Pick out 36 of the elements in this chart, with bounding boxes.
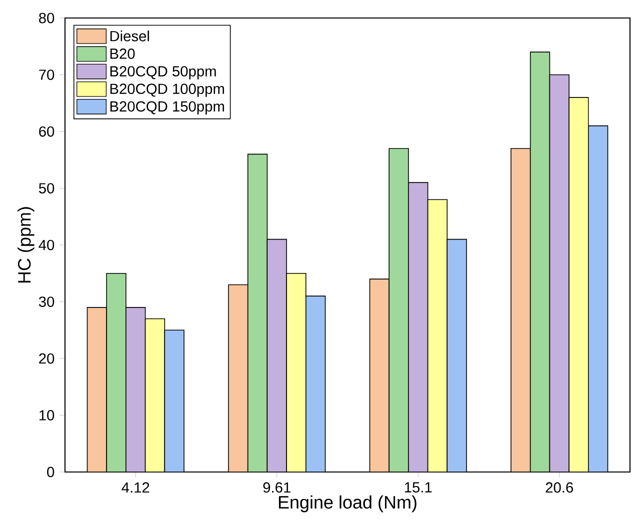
bar: [549, 74, 570, 472]
bar: [588, 125, 608, 472]
y-tick-label: 60: [39, 126, 54, 137]
legend-label: Diesel: [110, 30, 149, 42]
y-axis-title: HC (ppm): [18, 207, 34, 283]
legend-label: B20CQD 100ppm: [110, 84, 224, 97]
bar: [86, 307, 107, 472]
x-tick-label: 4.12: [122, 482, 150, 493]
y-tick-label: 70: [39, 70, 54, 80]
legend-label: B20: [110, 48, 135, 59]
x-tick-label: 9.61: [263, 482, 290, 493]
x-tick-label: 15.1: [404, 482, 432, 493]
x-tick-label: 20.6: [546, 482, 573, 493]
y-tick-label: 30: [38, 296, 54, 307]
bar: [510, 148, 531, 472]
bar: [266, 238, 287, 472]
legend-label: B20CQD 150ppm: [110, 101, 224, 115]
y-tick-label: 40: [38, 240, 54, 250]
bar: [446, 238, 467, 472]
bar: [388, 148, 409, 472]
y-tick-label: 0: [47, 466, 54, 478]
bar: [106, 272, 126, 472]
bar: [369, 278, 390, 472]
bar: [228, 284, 248, 472]
legend-label: B20CQD 50ppm: [110, 66, 216, 80]
y-tick-label: 80: [39, 12, 54, 24]
bar: [126, 307, 146, 472]
bar: [247, 154, 268, 472]
y-tick-label: 10: [39, 410, 54, 420]
y-tick-label: 20: [39, 353, 54, 364]
bar: [408, 182, 428, 472]
bar: [530, 52, 550, 472]
bar: [164, 330, 184, 472]
x-axis-title: Engine load (Nm): [278, 495, 416, 512]
y-tick-label: 50: [38, 183, 54, 194]
bar: [306, 296, 326, 472]
